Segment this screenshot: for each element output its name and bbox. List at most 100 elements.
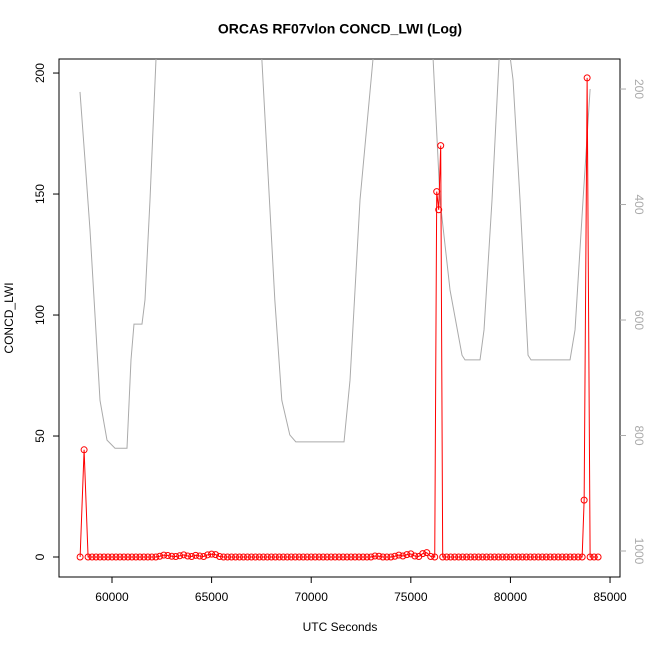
data-point [467, 553, 475, 561]
data-point [479, 553, 487, 561]
y2-tick-label: 800 [632, 426, 646, 446]
data-point [291, 553, 299, 561]
data-point [287, 553, 295, 561]
data-point [80, 446, 88, 454]
data-point [475, 553, 483, 561]
data-point [180, 551, 188, 559]
data-point [339, 553, 347, 561]
y-tick-label: 100 [33, 305, 47, 325]
data-point [395, 551, 403, 559]
y2-tick-label: 1000 [632, 538, 646, 565]
data-point [136, 553, 144, 561]
data-point [463, 553, 471, 561]
data-point [140, 553, 148, 561]
data-point [433, 188, 441, 196]
y-axis-label: CONCD_LWI [2, 282, 16, 353]
data-point [212, 551, 220, 559]
data-point [271, 553, 279, 561]
data-point [192, 551, 200, 559]
data-point [494, 553, 502, 561]
data-point [570, 553, 578, 561]
data-point [437, 142, 445, 150]
data-point [315, 553, 323, 561]
data-point [243, 553, 251, 561]
x-tick-label: 80000 [494, 590, 528, 604]
data-point [363, 553, 371, 561]
data-point [303, 553, 311, 561]
data-point [124, 553, 132, 561]
data-point [375, 552, 383, 560]
data-point [562, 553, 570, 561]
chart-title: ORCAS RF07vlon CONCD_LWI (Log) [218, 21, 462, 37]
data-point [112, 553, 120, 561]
data-point [578, 553, 586, 561]
data-point [283, 553, 291, 561]
data-point [391, 552, 399, 560]
data-point [403, 551, 411, 559]
data-point [216, 553, 224, 561]
data-point [144, 553, 152, 561]
data-point [247, 553, 255, 561]
data-point [239, 553, 247, 561]
data-point [399, 552, 407, 560]
y-tick-label: 200 [33, 63, 47, 83]
data-point [120, 553, 128, 561]
data-point [148, 553, 156, 561]
data-point [132, 553, 140, 561]
data-point [343, 553, 351, 561]
data-point [255, 553, 263, 561]
y2-tick-label: 200 [632, 79, 646, 99]
data-point [176, 552, 184, 560]
data-point [235, 553, 243, 561]
data-point [128, 553, 136, 561]
x-tick-label: 70000 [295, 590, 329, 604]
data-point [104, 553, 112, 561]
data-point [439, 553, 447, 561]
data-point [267, 553, 275, 561]
data-point [188, 553, 196, 561]
data-point [435, 206, 443, 214]
data-point [295, 553, 303, 561]
data-point [84, 553, 92, 561]
data-point [558, 553, 566, 561]
data-point [152, 553, 160, 561]
data-point [96, 553, 104, 561]
data-point [542, 553, 550, 561]
data-point [251, 553, 259, 561]
data-point [546, 553, 554, 561]
data-point [367, 553, 375, 561]
data-point [530, 553, 538, 561]
data-point [172, 553, 180, 561]
data-point [351, 553, 359, 561]
data-point [319, 553, 327, 561]
x-tick-label: 60000 [95, 590, 129, 604]
data-point [427, 553, 435, 561]
data-point [371, 552, 379, 560]
data-point [184, 552, 192, 560]
data-point [471, 553, 479, 561]
data-point [590, 553, 598, 561]
x-tick-label: 65000 [195, 590, 229, 604]
data-point [443, 553, 451, 561]
data-point [447, 553, 455, 561]
data-point [168, 552, 176, 560]
data-point [156, 552, 164, 560]
y2-tick-label: 600 [632, 310, 646, 330]
data-point [583, 74, 591, 82]
data-point [259, 553, 267, 561]
data-point [327, 553, 335, 561]
data-point [228, 553, 236, 561]
data-point [307, 553, 315, 561]
data-point [506, 553, 514, 561]
x-tick-label: 75000 [394, 590, 428, 604]
data-point [359, 553, 367, 561]
data-point [335, 553, 343, 561]
data-point [574, 553, 582, 561]
data-point [554, 553, 562, 561]
data-point [347, 553, 355, 561]
data-point [383, 553, 391, 561]
data-point [431, 553, 439, 561]
data-line [79, 59, 591, 449]
data-point [490, 553, 498, 561]
data-point [232, 553, 240, 561]
